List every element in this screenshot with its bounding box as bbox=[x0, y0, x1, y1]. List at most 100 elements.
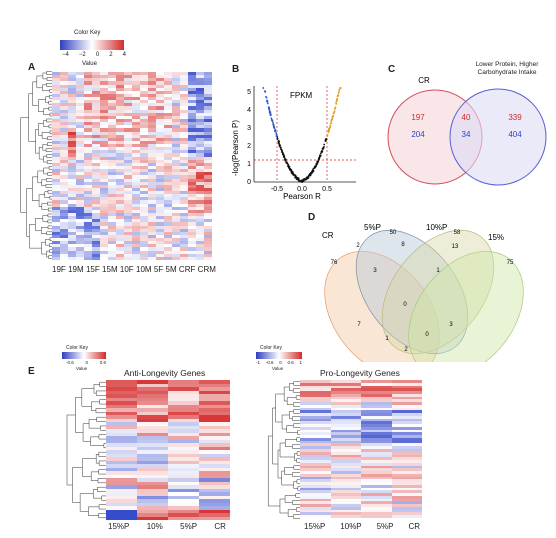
heatmap-cell bbox=[76, 131, 85, 136]
heatmap-cell bbox=[108, 209, 117, 214]
heatmap-cell bbox=[361, 418, 392, 422]
heatmap-cell bbox=[188, 115, 197, 120]
heatmap-cell bbox=[156, 112, 165, 117]
heatmap-cell bbox=[148, 93, 157, 98]
heatmap-cell bbox=[116, 84, 125, 89]
heatmap-cell bbox=[330, 426, 362, 431]
panel-e-left-dendrogram bbox=[66, 381, 106, 519]
y-tick-label: 1 bbox=[247, 161, 251, 168]
heatmap-cell bbox=[330, 418, 362, 422]
heatmap-cell bbox=[116, 100, 125, 104]
heatmap-cell bbox=[300, 432, 331, 436]
heatmap-cell bbox=[148, 144, 157, 148]
dendrogram-branch bbox=[292, 444, 300, 449]
heatmap-cell bbox=[148, 238, 157, 242]
heatmap-cell bbox=[108, 169, 117, 173]
dendrogram-branch bbox=[97, 478, 106, 484]
dendrogram-branch bbox=[98, 460, 106, 466]
heatmap-cell bbox=[180, 144, 189, 148]
dendrogram-branch bbox=[292, 402, 300, 407]
heatmap-cell bbox=[137, 481, 169, 486]
heatmap-cell bbox=[204, 150, 212, 154]
heatmap-cell bbox=[124, 181, 133, 186]
heatmap-cell bbox=[188, 109, 197, 114]
heatmap-cell bbox=[156, 234, 165, 239]
dendrogram-branch bbox=[293, 465, 300, 470]
heatmap-cell bbox=[188, 87, 197, 92]
heatmap-cell bbox=[164, 256, 173, 260]
dendrogram-branch bbox=[42, 143, 48, 151]
heatmap-cell bbox=[199, 397, 230, 402]
heatmap-cell bbox=[188, 225, 197, 230]
heatmap-cell bbox=[92, 78, 101, 82]
heatmap-cell bbox=[391, 476, 422, 480]
color-key-title: Color Key bbox=[74, 30, 101, 36]
venn-region-count: 13 bbox=[452, 244, 459, 250]
heatmap-cell bbox=[361, 501, 392, 505]
heatmap-cell bbox=[76, 184, 85, 189]
column-label: 10%P bbox=[340, 522, 362, 531]
heatmap-cell bbox=[60, 166, 69, 170]
heatmap-cell bbox=[164, 134, 173, 139]
heatmap-cell bbox=[60, 184, 69, 189]
heatmap-cell bbox=[204, 100, 212, 104]
heatmap-cell bbox=[196, 253, 205, 258]
heatmap-cell bbox=[52, 131, 61, 136]
heatmap-cell bbox=[199, 516, 230, 520]
heatmap-cell bbox=[140, 238, 149, 242]
heatmap-cell bbox=[196, 93, 205, 98]
heatmap-cell bbox=[52, 109, 61, 114]
heatmap-cell bbox=[164, 100, 173, 104]
heatmap-cell bbox=[148, 131, 157, 136]
heatmap-cell bbox=[108, 125, 117, 129]
heatmap-cell bbox=[164, 197, 173, 201]
heatmap-cell bbox=[148, 200, 157, 205]
heatmap-cell bbox=[68, 222, 77, 227]
volcano-point bbox=[319, 152, 322, 155]
heatmap-cell bbox=[361, 440, 392, 444]
heatmap-cell bbox=[300, 487, 331, 491]
heatmap-cell bbox=[156, 187, 165, 192]
heatmap-cell bbox=[196, 125, 205, 129]
heatmap-cell bbox=[60, 241, 69, 245]
volcano-point bbox=[336, 97, 339, 100]
column-label: 19F bbox=[52, 265, 66, 274]
heatmap-cell bbox=[52, 238, 61, 242]
heatmap-cell bbox=[148, 87, 157, 92]
heatmap-cell bbox=[180, 90, 189, 95]
color-key-tick: 0 bbox=[95, 52, 100, 58]
dendrogram-branch bbox=[37, 170, 44, 184]
heatmap-cell bbox=[52, 144, 61, 148]
heatmap-cell bbox=[156, 106, 165, 111]
heatmap-cell bbox=[204, 162, 212, 167]
heatmap-cell bbox=[140, 75, 149, 79]
heatmap-cell bbox=[172, 209, 181, 214]
heatmap-cell bbox=[204, 75, 212, 79]
heatmap-cell bbox=[106, 425, 138, 430]
heatmap-cell bbox=[137, 383, 169, 388]
volcano-point bbox=[281, 151, 284, 154]
heatmap-cell bbox=[137, 488, 169, 493]
heatmap-cell bbox=[68, 213, 77, 217]
heatmap-cell bbox=[76, 140, 85, 145]
heatmap-cell bbox=[172, 140, 181, 145]
heatmap-cell bbox=[132, 137, 141, 142]
heatmap-cell bbox=[52, 191, 61, 195]
heatmap-cell bbox=[196, 97, 205, 101]
heatmap-cell bbox=[76, 128, 85, 133]
volcano-point bbox=[267, 106, 270, 109]
venn-count-red: 339 bbox=[508, 113, 522, 122]
dendrogram-branch bbox=[49, 243, 52, 247]
heatmap-cell bbox=[204, 191, 212, 195]
heatmap-cell bbox=[391, 435, 422, 439]
y-tick-label: 3 bbox=[247, 125, 251, 132]
heatmap-cell bbox=[199, 418, 230, 423]
heatmap-cell bbox=[188, 178, 197, 183]
heatmap-cell bbox=[140, 137, 149, 142]
heatmap-cell bbox=[106, 408, 138, 412]
heatmap-cell bbox=[106, 418, 138, 423]
heatmap-cell bbox=[204, 169, 212, 173]
heatmap-cell bbox=[60, 238, 69, 242]
heatmap-cell bbox=[52, 209, 61, 214]
heatmap-cell bbox=[148, 172, 157, 176]
